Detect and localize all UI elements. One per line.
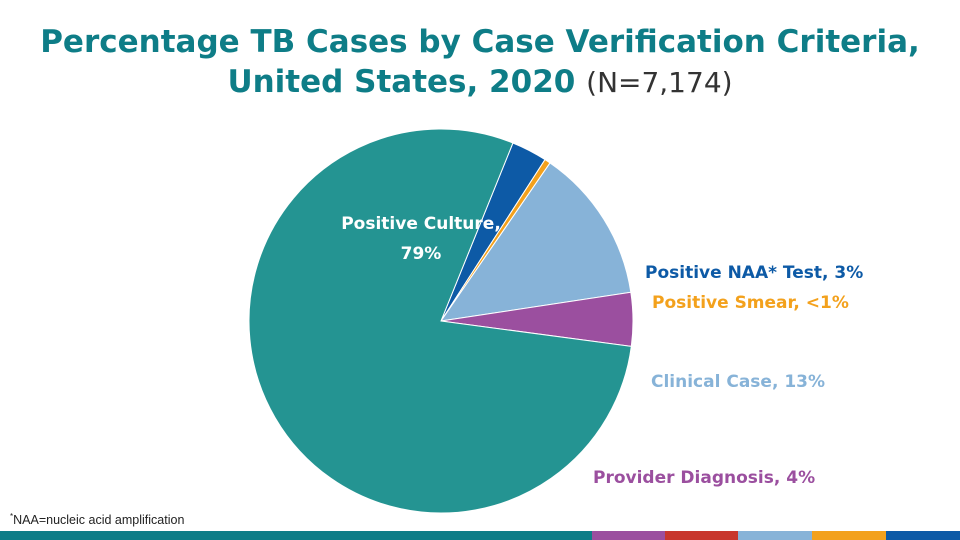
title-sample-size: (N=7,174) [586,66,733,99]
title-line-2: United States, 2020 (N=7,174) [0,62,960,103]
bottom-bar-segment [812,531,886,540]
pie-slices [248,128,634,514]
bottom-bar-segment [592,531,665,540]
footnote-mark: * [10,512,14,521]
slice-positive-culture [248,128,632,514]
label-clinical-case: Clinical Case, 13% [651,372,825,392]
footnote: *NAA=nucleic acid amplification [10,512,184,527]
title-line-1: Percentage TB Cases by Case Verification… [40,24,920,60]
bottom-bar-segment [0,531,592,540]
label-positive-culture: Positive Culture, 79% [341,214,501,264]
label-positive-naa-test: Positive NAA* Test, 3% [645,263,863,283]
footnote-text: NAA=nucleic acid amplification [13,513,185,528]
label-positive-smear: Positive Smear, <1% [652,293,849,313]
bottom-bar-segment [738,531,812,540]
title-year: United States, 2020 [227,64,576,100]
label-provider-diagnosis: Provider Diagnosis, 4% [593,468,815,488]
pie-labels: Positive Culture, 79% Positive NAA* Test, … [341,214,863,488]
chart-title: Percentage TB Cases by Case Verification… [0,22,960,103]
bottom-color-bar [0,531,960,540]
slice-clinical-case [439,162,632,322]
bottom-bar-segment [886,531,960,540]
bottom-bar-segment [665,531,738,540]
